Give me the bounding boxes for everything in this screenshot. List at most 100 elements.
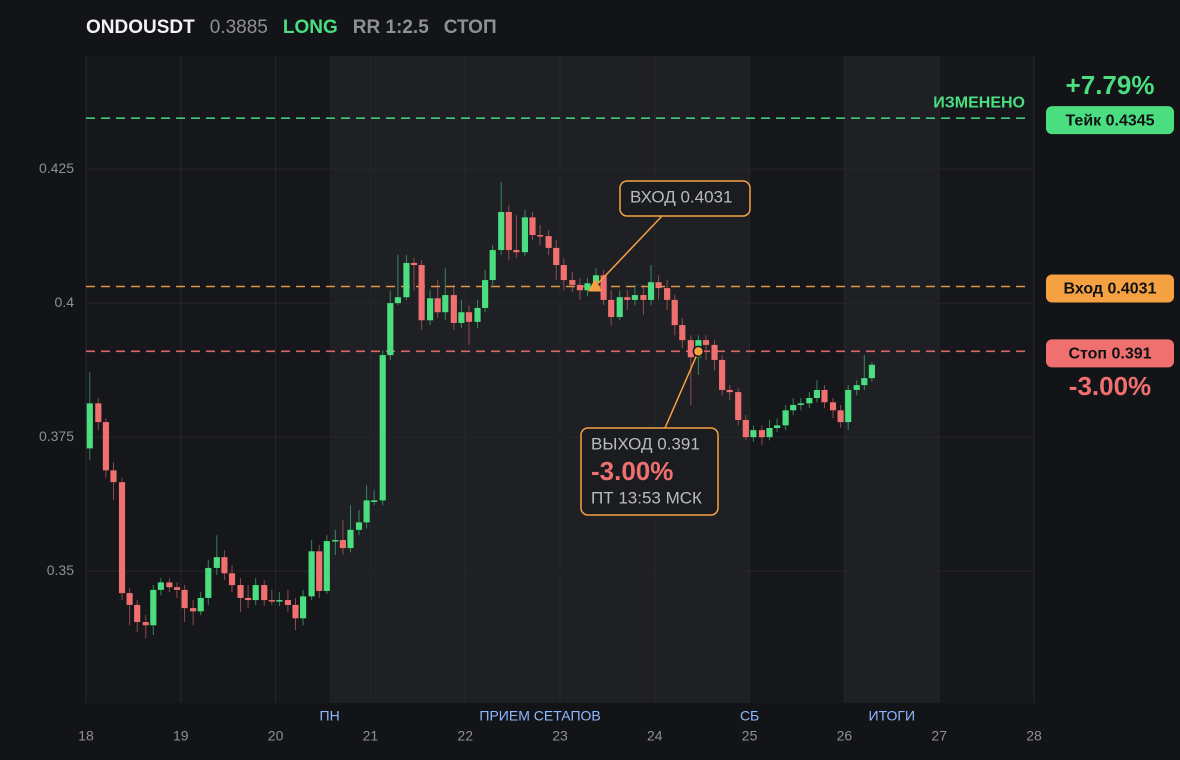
session-region [329, 56, 750, 703]
candle-body [173, 587, 181, 590]
candle-body [205, 567, 212, 598]
candle-body [292, 604, 299, 619]
exit-marker [692, 345, 705, 358]
x-tick-label: 19 [173, 728, 189, 744]
level-badge-label: Тейк 0.4345 [1065, 112, 1154, 129]
candle-body [797, 403, 804, 405]
x-tick-label: 27 [931, 728, 947, 744]
candle-body [853, 385, 860, 390]
candle-body [300, 596, 307, 619]
candle-body [261, 585, 268, 601]
candle-body [86, 403, 93, 449]
candle-body [181, 589, 188, 609]
candle-body [150, 589, 157, 626]
annotation-text: -3.00% [591, 456, 673, 486]
candle-body [394, 297, 401, 304]
candle-body [284, 600, 292, 605]
level-badge [1046, 106, 1174, 135]
candle-body [537, 235, 544, 237]
region-label: ПН [320, 708, 340, 724]
candle-body [197, 597, 204, 612]
y-tick-label: 0.4 [55, 294, 75, 310]
candle-body [592, 275, 600, 284]
candle-body [702, 340, 710, 345]
annotation-box [619, 180, 751, 217]
candle-body [806, 397, 813, 404]
candle-body [513, 250, 520, 253]
candle-body [118, 482, 126, 594]
candle-body [228, 573, 236, 586]
candle-body [323, 541, 330, 591]
candle-body [489, 250, 496, 281]
candle-body [782, 410, 789, 426]
candle-body [332, 540, 339, 542]
candle-body [711, 344, 718, 360]
candle-body [339, 540, 346, 549]
candle-body [584, 283, 591, 291]
candle-body [624, 297, 631, 300]
candle-body [213, 557, 220, 568]
level-change: -3.00% [1069, 371, 1151, 401]
candle-body [861, 378, 868, 386]
status: СТОП [443, 17, 497, 38]
candle-body [719, 359, 726, 390]
y-tick-label: 0.425 [39, 160, 74, 176]
candle-body [750, 430, 757, 438]
candle-body [868, 364, 875, 379]
candle-body [569, 280, 576, 285]
candle-body [355, 522, 363, 530]
side: LONG [282, 17, 338, 38]
level-badge-label: Вход 0.4031 [1064, 281, 1157, 298]
candle-body [529, 217, 536, 236]
candle-body [845, 389, 852, 423]
candle-body [316, 551, 323, 591]
candle-body [482, 280, 489, 308]
candle-body [774, 425, 781, 429]
candle-body [157, 582, 164, 590]
candle-body [379, 355, 386, 501]
annotation-text: ПТ 13:53 МСК [591, 488, 702, 507]
candle-body [245, 597, 252, 601]
candle-body [837, 410, 844, 423]
region-label: ПРИЕМ СЕТАПОВ [479, 708, 600, 724]
price: 0.3885 [209, 17, 268, 38]
candle-body [450, 295, 457, 323]
candle-body [664, 288, 671, 300]
candle-body [560, 265, 567, 281]
x-tick-label: 26 [837, 728, 853, 744]
candle-body [829, 402, 837, 411]
annotation-text: ВЫХОД 0.391 [591, 434, 700, 453]
candle-body [434, 298, 441, 313]
region-label: ИТОГИ [869, 708, 916, 724]
candle-body [687, 340, 694, 358]
candle-body [237, 585, 244, 598]
candle-body [465, 312, 473, 322]
level-change: +7.79% [1066, 70, 1155, 100]
x-tick-label: 25 [742, 728, 758, 744]
header: ONDOUSDT 0.3885 LONG RR 1:2.5 СТОП [86, 14, 497, 42]
candle-body [545, 236, 552, 248]
candle-body [190, 608, 197, 612]
candle-body [410, 262, 418, 266]
candle-body [813, 389, 820, 398]
candle-body [631, 295, 638, 300]
candle-body [679, 325, 686, 341]
session-region [844, 56, 940, 703]
risk-reward: RR 1:2.5 [352, 17, 429, 38]
candle-body [726, 389, 733, 393]
candle-body [474, 307, 481, 322]
level-note: ИЗМЕНЕНО [933, 94, 1025, 111]
candle-body [126, 593, 133, 605]
candle-body [142, 622, 149, 626]
candle-body [458, 312, 465, 323]
candle-body [110, 470, 117, 483]
annotation-box [580, 427, 719, 516]
candle-body [640, 295, 647, 300]
candle-body [268, 600, 275, 602]
candle-body [647, 282, 655, 300]
candle-body [363, 500, 370, 523]
candle-body [221, 557, 228, 574]
annotation-leader [664, 351, 700, 429]
y-tick-label: 0.35 [47, 562, 74, 578]
